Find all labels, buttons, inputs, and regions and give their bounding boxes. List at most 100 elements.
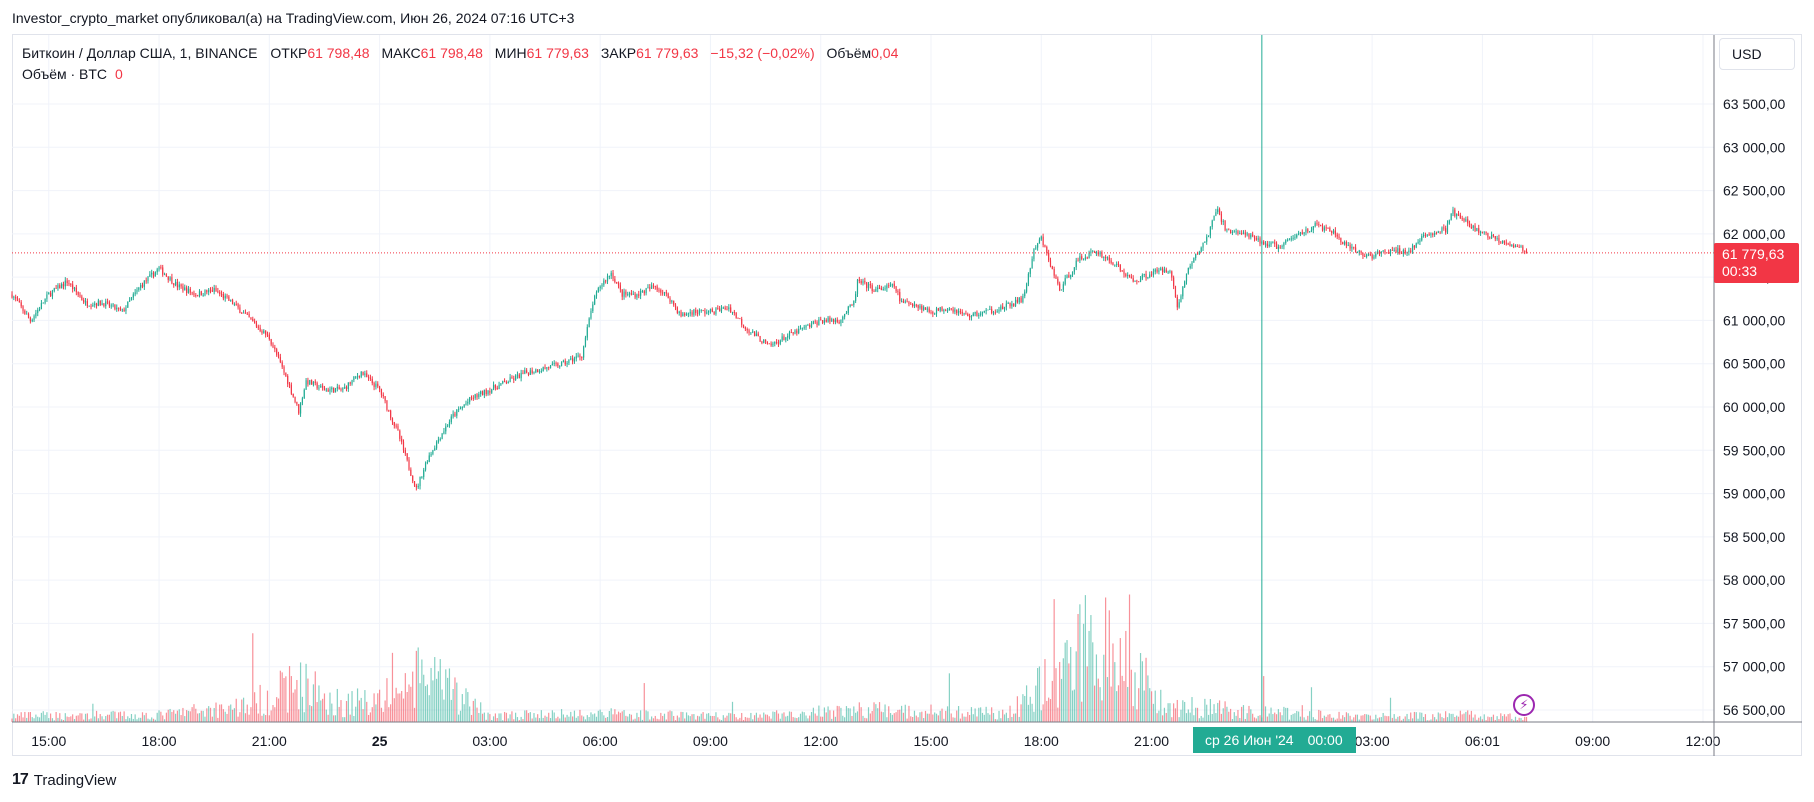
candle-body (1294, 237, 1296, 239)
volume-bar (410, 686, 412, 722)
candle-body (1136, 280, 1138, 282)
candle-body (277, 354, 280, 358)
volume-bar (1432, 714, 1434, 722)
candle-body (921, 305, 923, 310)
candle-body (252, 318, 254, 322)
candle-body (658, 289, 660, 291)
volume-bar (511, 711, 513, 722)
candle-body (1446, 223, 1449, 233)
candle-body (840, 319, 842, 324)
candle-body (1062, 284, 1064, 290)
volume-bar (685, 712, 688, 722)
volume-value: 0,04 (871, 45, 899, 61)
volume-bar (182, 707, 184, 722)
candle-body (494, 384, 496, 388)
volume-bar (983, 714, 985, 722)
volume-bar (1511, 718, 1513, 722)
volume-bar (277, 698, 280, 722)
candle-body (432, 450, 434, 454)
volume-bar (391, 652, 394, 722)
candle-body (1218, 209, 1221, 215)
candle-body (1305, 229, 1307, 233)
candle-body (590, 310, 592, 319)
volume-bar (1121, 675, 1123, 722)
volume-bar (459, 710, 462, 722)
volume-bar (266, 690, 269, 722)
volume-bar (616, 714, 618, 722)
candle-body (1367, 254, 1370, 256)
volume-bar (64, 713, 66, 722)
x-tick-label: 06:01 (1465, 733, 1500, 749)
volume-bar (869, 713, 871, 722)
candle-body (799, 328, 802, 330)
volume-bar (228, 705, 230, 722)
volume-bar (763, 712, 765, 722)
volume-bar (101, 716, 103, 722)
volume-bar (1195, 707, 1197, 722)
candle-body (1511, 245, 1513, 247)
volume-bar (316, 702, 318, 722)
candle-body (86, 301, 88, 306)
volume-bar (1424, 714, 1427, 722)
volume-bar (862, 715, 864, 722)
volume-bar (81, 713, 83, 722)
volume-bar (241, 699, 243, 722)
volume-bar (340, 700, 342, 722)
volume-bar (158, 710, 160, 722)
volume-bar (1143, 690, 1145, 722)
candle-body (106, 301, 109, 303)
candle-body (1189, 266, 1191, 268)
candle-body (191, 292, 193, 294)
candle-body (1478, 228, 1480, 233)
candle-body (513, 378, 515, 380)
volume-bar (663, 713, 666, 722)
volume-bar (842, 715, 844, 722)
candle-body (1112, 262, 1114, 266)
volume-bar (95, 710, 98, 722)
candle-body (937, 308, 939, 311)
volume-bar (516, 717, 519, 722)
candle-body (228, 296, 230, 301)
volume-bar (424, 686, 427, 722)
volume-bar (1230, 708, 1232, 722)
volume-bar (88, 719, 90, 722)
volume-bar (224, 711, 226, 722)
high-value: 61 798,48 (420, 45, 483, 61)
tradingview-brand[interactable]: 17 TradingView (12, 771, 116, 789)
candle-body (930, 312, 932, 313)
low-value: 61 779,63 (526, 45, 589, 61)
candle-body (676, 307, 678, 313)
lightning-icon[interactable]: ⚡ (1513, 694, 1535, 716)
volume-bar (472, 700, 474, 722)
candle-body (978, 314, 980, 316)
currency-button[interactable]: USD (1719, 38, 1795, 70)
symbol-title[interactable]: Биткоин / Доллар США, 1, BINANCE (22, 45, 258, 61)
volume-bar (334, 715, 337, 722)
volume-bar (345, 700, 348, 722)
volume-bar (1037, 668, 1039, 722)
candle-body (480, 391, 482, 394)
volume-bar (728, 712, 730, 722)
volume-bar (1327, 714, 1329, 722)
volume-bar (461, 694, 463, 722)
volume-indicator-label[interactable]: Объём · BTC (22, 66, 108, 82)
candle-body (733, 312, 735, 313)
candle-body (1456, 214, 1458, 217)
candle-body (426, 461, 428, 463)
candle-body (774, 341, 776, 344)
candle-body (169, 277, 171, 280)
candle-body (250, 317, 252, 319)
volume-bar (1384, 715, 1386, 722)
volume-bar (342, 717, 344, 722)
candle-body (1150, 274, 1153, 276)
candle-body (1336, 234, 1338, 237)
volume-bar (1413, 711, 1416, 722)
volume-bar (1299, 716, 1302, 722)
volume-bar (912, 717, 914, 722)
volume-bar (1038, 666, 1041, 722)
candle-body (421, 476, 423, 478)
volume-bar (487, 712, 489, 722)
candle-body (1338, 236, 1340, 238)
volume-bar (1070, 646, 1072, 722)
